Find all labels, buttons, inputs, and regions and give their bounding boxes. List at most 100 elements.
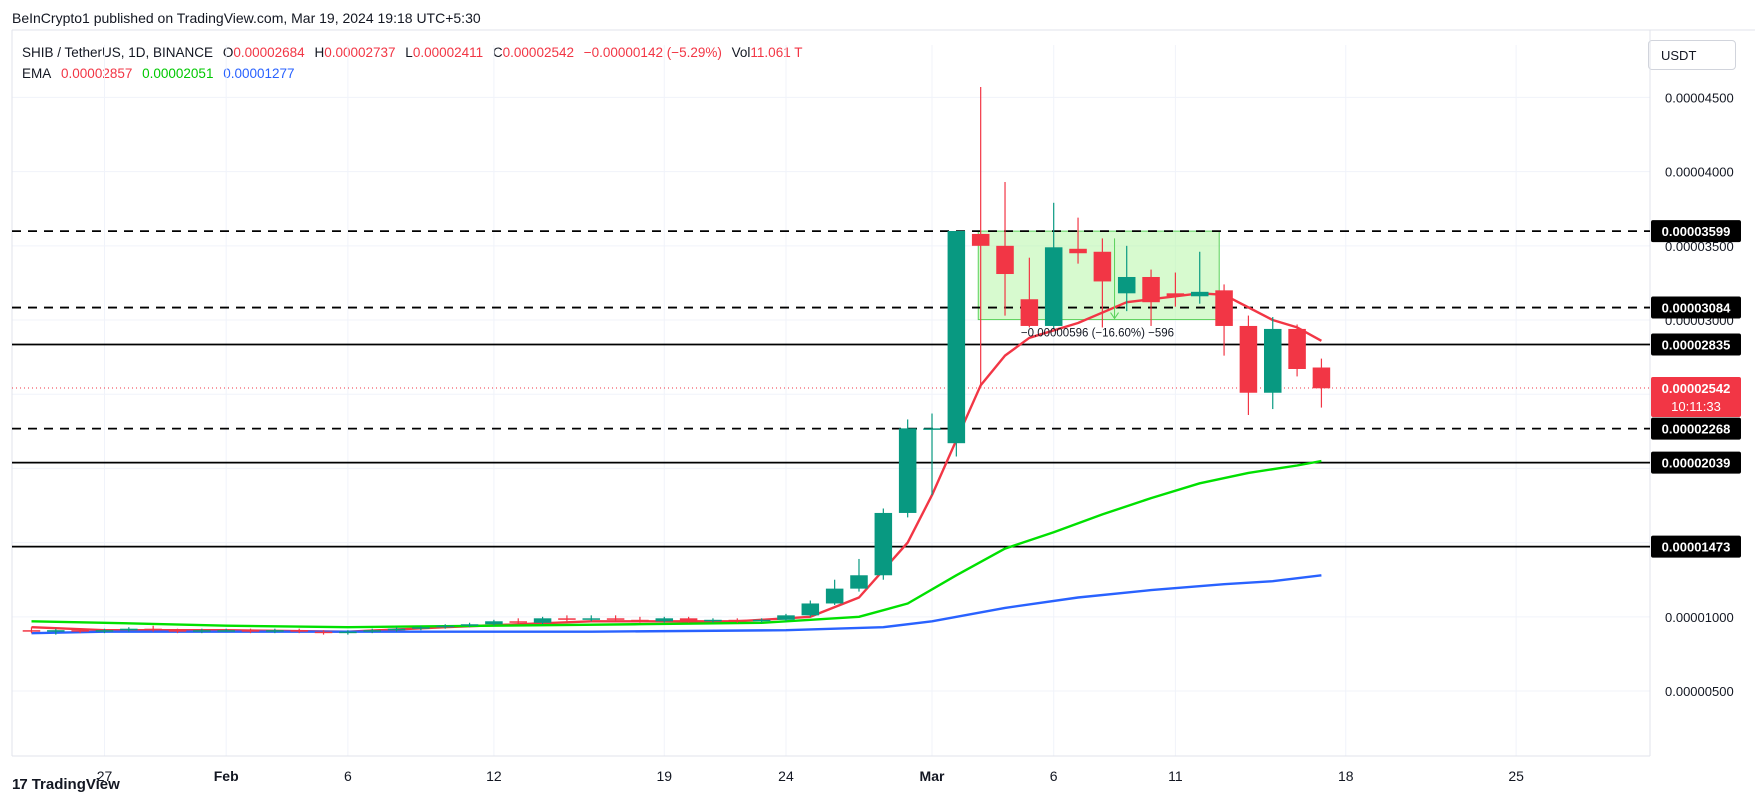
candle-body — [533, 618, 552, 623]
volume-label: Vol — [731, 45, 751, 60]
candle-body — [1166, 293, 1185, 297]
candle — [898, 419, 917, 518]
ema-label[interactable]: EMA — [22, 66, 52, 81]
candle — [1069, 217, 1087, 264]
x-tick-label: 11 — [1168, 768, 1183, 784]
x-tick-label: 24 — [778, 768, 794, 784]
ema-mid-line — [31, 459, 1322, 629]
high-label: H — [314, 45, 325, 60]
candle-body — [339, 631, 357, 634]
low-label: L — [405, 45, 413, 60]
candle — [1020, 257, 1039, 328]
candle-body — [217, 630, 235, 632]
candle — [777, 613, 795, 622]
candle-body — [412, 627, 430, 629]
close-value: 0.00002542 — [502, 45, 574, 60]
open-label: O — [222, 45, 234, 60]
candle — [1117, 245, 1136, 312]
candle — [460, 622, 479, 628]
candle — [996, 182, 1014, 316]
ema-fast-value: 0.00002857 — [61, 66, 133, 81]
candle-body — [752, 619, 771, 622]
candle-body — [22, 630, 41, 632]
level-tag — [1651, 451, 1741, 474]
candle — [1044, 202, 1063, 329]
candle-body — [120, 628, 138, 631]
candle — [1263, 317, 1282, 410]
candle — [266, 628, 284, 634]
candle — [606, 615, 625, 622]
candle-body — [582, 618, 601, 620]
level-tag-label: 0.00002039 — [1662, 456, 1731, 471]
candle — [290, 628, 308, 634]
candle — [339, 630, 357, 635]
candle-body — [850, 575, 868, 589]
y-tick-label: 0.00000500 — [1665, 684, 1734, 699]
candle-body — [1142, 276, 1160, 303]
candle — [1093, 238, 1112, 328]
candle-body — [1215, 290, 1233, 326]
high-value: 0.00002737 — [324, 45, 396, 60]
candle — [71, 628, 89, 634]
x-tick-label: Feb — [214, 768, 239, 784]
candle — [1190, 251, 1209, 304]
candle-body — [266, 630, 284, 632]
candle-body — [1288, 328, 1306, 369]
candle — [850, 558, 868, 592]
open-value: 0.00002684 — [233, 45, 305, 60]
candle-body — [1093, 251, 1112, 282]
candle — [801, 600, 820, 617]
candle-body — [436, 625, 454, 628]
candle — [752, 618, 771, 623]
candle — [387, 627, 406, 632]
candle-body — [631, 619, 649, 622]
candle-body — [1020, 299, 1039, 326]
candle-body — [1312, 367, 1331, 389]
candle-body — [558, 618, 576, 620]
candle — [923, 413, 941, 496]
candle-body — [971, 233, 990, 246]
level-tag-label: 0.00003084 — [1662, 301, 1731, 316]
candle — [1312, 358, 1331, 408]
x-tick-label: 25 — [1508, 768, 1524, 784]
current-price-label: 0.00002542 — [1662, 381, 1731, 396]
candle-body — [1239, 325, 1258, 393]
candle — [971, 87, 990, 389]
candle-body — [241, 630, 260, 632]
current-price-tag — [1651, 376, 1741, 417]
candle-body — [923, 428, 941, 430]
candle-body — [71, 630, 89, 632]
candle — [1166, 272, 1185, 307]
ema-legend: EMA 0.00002857 0.00002051 0.00001277 — [22, 66, 301, 81]
x-tick-label: Mar — [920, 768, 945, 784]
candle-body — [290, 630, 308, 632]
candle-body — [777, 615, 795, 620]
candle-body — [314, 631, 333, 634]
candle-body — [996, 245, 1014, 275]
y-tick-label: 0.00003500 — [1665, 239, 1734, 254]
candle — [193, 628, 211, 634]
candle-body — [874, 512, 893, 576]
candle-body — [144, 628, 162, 631]
candle — [168, 628, 187, 634]
x-tick-label: 18 — [1338, 768, 1354, 784]
close-label: C — [492, 45, 503, 60]
candle-body — [898, 428, 917, 513]
currency-button[interactable]: USDT — [1648, 40, 1736, 70]
candle — [363, 628, 381, 634]
level-tag-label: 0.00002835 — [1662, 338, 1731, 353]
tradingview-wordmark: TradingView — [31, 776, 120, 793]
candle — [728, 618, 747, 623]
candle — [558, 615, 576, 622]
candle — [874, 508, 893, 580]
tradingview-brand[interactable]: 17 TradingView — [12, 776, 120, 793]
x-tick-label: 6 — [1050, 768, 1058, 784]
candle-body — [801, 603, 820, 616]
candle — [241, 628, 260, 634]
candle — [314, 630, 333, 635]
candle — [679, 616, 698, 623]
candle — [825, 579, 844, 605]
symbol-label[interactable]: SHIB / TetherUS, 1D, BINANCE — [22, 45, 214, 60]
candle — [120, 627, 138, 632]
